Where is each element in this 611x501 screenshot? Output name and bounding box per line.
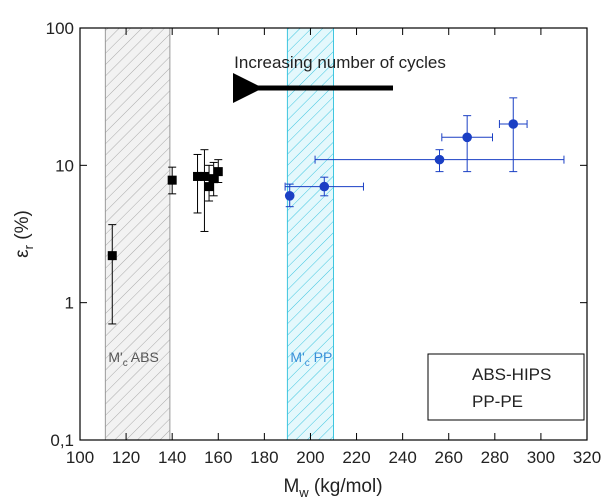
y-tick-label: 10 bbox=[55, 156, 74, 175]
band-label-part: M' bbox=[108, 349, 122, 365]
x-tick-label: 180 bbox=[250, 448, 278, 467]
plot-frame bbox=[79, 27, 588, 441]
band-label: M'c ABS bbox=[108, 349, 158, 369]
x-tick-label: 240 bbox=[388, 448, 416, 467]
x-tick-label: 220 bbox=[342, 448, 370, 467]
x-tick-label: 140 bbox=[158, 448, 186, 467]
band-label: M'c PP bbox=[290, 349, 332, 369]
band-label-part: c bbox=[123, 358, 128, 369]
band-label-part: c bbox=[305, 358, 310, 369]
x-tick-label: 320 bbox=[573, 448, 601, 467]
legend-label: ABS-HIPS bbox=[472, 365, 551, 384]
legend-label: PP-PE bbox=[472, 392, 523, 411]
annotation: Increasing number of cycles bbox=[234, 53, 446, 72]
x-axis-label: Mw (kg/mol) bbox=[283, 476, 382, 500]
band-hatch bbox=[104, 27, 171, 441]
x-tick-label: 200 bbox=[296, 448, 324, 467]
y-tick-label: 1 bbox=[65, 294, 74, 313]
y-tick-label: 0,1 bbox=[50, 431, 74, 450]
y-axis-label: εr (%) bbox=[12, 210, 36, 258]
x-tick-label: 260 bbox=[435, 448, 463, 467]
x-tick-label: 300 bbox=[527, 448, 555, 467]
x-tick-label: 280 bbox=[481, 448, 509, 467]
band-label-part: M' bbox=[290, 349, 304, 365]
x-tick-label: 160 bbox=[204, 448, 232, 467]
band-label-part: PP bbox=[310, 349, 333, 365]
legend-box bbox=[427, 353, 585, 421]
x-tick-label: 120 bbox=[112, 448, 140, 467]
band-label-part: ABS bbox=[128, 349, 159, 365]
x-tick-label: 100 bbox=[66, 448, 94, 467]
y-tick-label: 100 bbox=[46, 19, 74, 38]
